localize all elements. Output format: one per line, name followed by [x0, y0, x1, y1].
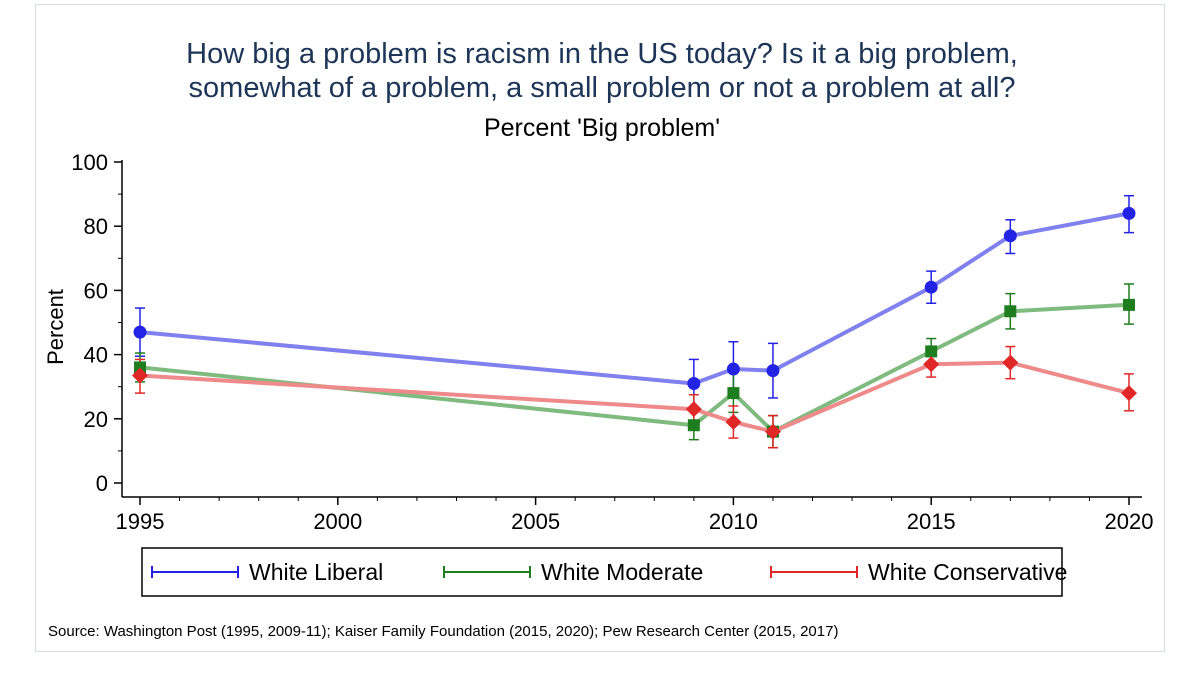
- x-tick-label: 2015: [907, 509, 956, 534]
- series-line-white-liberal: [138, 211, 1131, 386]
- data-point-white-conservative: [1121, 385, 1137, 402]
- chart-title-line-2: somewhat of a problem, a small problem o…: [189, 72, 1016, 104]
- series-line-white-moderate: [138, 302, 1131, 434]
- legend-label-white-liberal: White Liberal: [249, 559, 383, 585]
- data-point-white-liberal: [687, 376, 701, 390]
- data-point-white-liberal: [1003, 229, 1017, 243]
- data-point-white-moderate: [1004, 305, 1017, 318]
- y-tick-label: 20: [84, 407, 108, 432]
- series-line-white-conservative: [138, 360, 1131, 434]
- data-point-white-conservative: [923, 356, 940, 373]
- data-point-white-conservative: [1002, 354, 1019, 371]
- plot-area: 0 20 40 60 80 100 1995 2000 2005 2010 2015 2020: [71, 150, 1153, 534]
- legend-box: [141, 547, 1063, 597]
- y-tick-label: 80: [84, 214, 108, 239]
- x-tick-label: 2020: [1105, 509, 1154, 534]
- chart-frame: How big a problem is racism in the US to…: [35, 4, 1165, 652]
- y-tick-label: 0: [96, 471, 108, 496]
- x-tick-label: 2005: [511, 509, 560, 534]
- data-point-white-liberal: [726, 362, 740, 376]
- chart-subtitle: Percent 'Big problem': [484, 114, 720, 142]
- data-point-white-liberal: [1122, 206, 1136, 220]
- data-point-white-liberal: [133, 325, 147, 339]
- data-point-white-conservative: [685, 401, 702, 418]
- y-tick-label: 40: [84, 343, 108, 368]
- data-point-white-conservative: [132, 367, 148, 384]
- x-tick-label: 2010: [709, 509, 758, 534]
- legend-label-white-conservative: White Conservative: [868, 559, 1067, 585]
- legend: White Liberal White Moderate White Conserv…: [151, 559, 1067, 585]
- chart-title-line-1: How big a problem is racism in the US to…: [186, 38, 1018, 70]
- data-point-white-liberal: [924, 280, 938, 294]
- data-point-white-moderate: [727, 387, 740, 400]
- source-note: Source: Washington Post (1995, 2009-11);…: [48, 623, 838, 640]
- data-point-white-moderate: [925, 345, 938, 358]
- data-point-white-liberal: [766, 364, 780, 378]
- chart-svg: How big a problem is racism in the US to…: [43, 38, 1153, 640]
- x-tick-label: 2000: [313, 509, 362, 534]
- data-point-white-conservative: [725, 414, 742, 431]
- data-point-white-moderate: [134, 361, 146, 374]
- y-axis-label: Percent: [43, 289, 68, 365]
- y-tick-label: 100: [71, 150, 108, 175]
- legend-label-white-moderate: White Moderate: [541, 559, 703, 585]
- y-tick-label: 60: [84, 278, 108, 303]
- data-point-white-moderate: [1123, 298, 1135, 311]
- data-point-white-conservative: [764, 423, 781, 440]
- x-tick-label: 1995: [116, 509, 165, 534]
- data-point-white-moderate: [687, 419, 700, 432]
